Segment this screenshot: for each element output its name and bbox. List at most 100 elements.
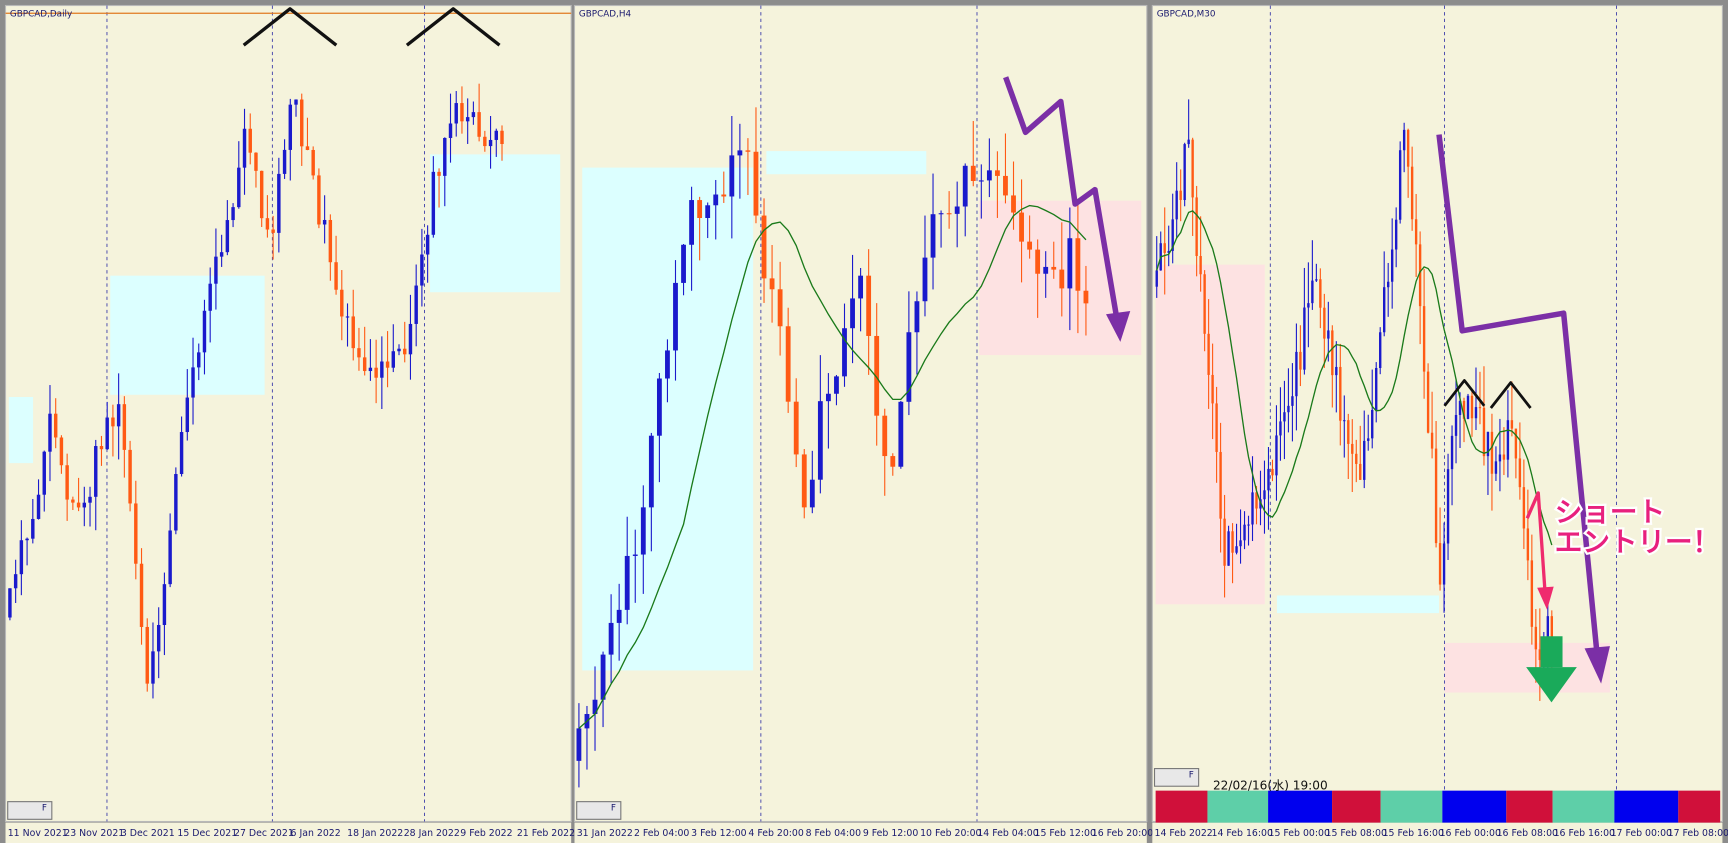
candle-body (1295, 351, 1298, 397)
x-tick-label: 18 Jan 2022 (347, 828, 403, 839)
x-tick-label: 3 Feb 12:00 (691, 828, 746, 839)
candle-body (817, 401, 823, 480)
x-tick-label: 31 Jan 2022 (577, 828, 633, 839)
candle-body (88, 496, 92, 503)
candle-body (94, 446, 98, 497)
candle-body (1043, 266, 1049, 274)
candle-body (1371, 409, 1374, 439)
candle-body (656, 378, 662, 436)
candle-body (930, 214, 936, 258)
x-tick-label: 23 Nov 2021 (64, 828, 124, 839)
candle-body (282, 149, 287, 174)
candle-body (500, 130, 504, 145)
candle-body (1510, 420, 1514, 429)
candle-body (145, 626, 149, 684)
candle-body (785, 326, 791, 402)
toolbar-button: F (1189, 770, 1194, 780)
candle-body (1243, 524, 1246, 541)
candle-body (729, 155, 735, 197)
x-tick-label: 15 Feb 16:00 (1383, 828, 1444, 839)
candle-body (801, 454, 807, 508)
candle-body (1379, 332, 1382, 368)
candle-body (1267, 468, 1270, 491)
candle-body (777, 289, 783, 327)
candle-body (1498, 454, 1502, 462)
candle-body (1442, 543, 1446, 585)
candle-body (769, 278, 775, 290)
candle-body (19, 540, 24, 575)
candle-body (191, 367, 195, 398)
candle-body (825, 393, 831, 402)
candle-body (1398, 150, 1402, 220)
toolbar (7, 801, 53, 820)
arrow-head (1106, 310, 1131, 342)
arrow-head (1584, 646, 1610, 684)
candle-body (1351, 443, 1354, 454)
candle-body (906, 332, 912, 402)
candle-body (1462, 400, 1466, 419)
candle-body (1486, 431, 1490, 457)
candle-body (1438, 543, 1442, 585)
candle-body (362, 357, 367, 372)
x-tick-label: 15 Feb 00:00 (1269, 828, 1330, 839)
candle-body (1215, 403, 1218, 452)
down-arrow (1526, 667, 1577, 703)
candle-body (1383, 287, 1386, 333)
zone (1276, 595, 1440, 614)
arrow-head (1537, 586, 1554, 610)
candle-body (151, 651, 155, 684)
x-tick-label: 17 Feb 08:00 (1668, 828, 1728, 839)
x-tick-label: 3 Dec 2021 (121, 828, 175, 839)
zone (8, 396, 34, 464)
candle-body (600, 654, 606, 700)
candle-body (858, 275, 864, 299)
candle-body (1406, 129, 1410, 167)
candle-body (48, 413, 52, 452)
axis-strip (5, 822, 572, 843)
candle-body (1466, 395, 1470, 419)
candle-body (1402, 129, 1406, 151)
x-tick-label: 14 Feb 16:00 (1212, 828, 1273, 839)
candle-body (1355, 453, 1358, 464)
candle-body (1446, 469, 1450, 544)
candle-body (842, 328, 847, 377)
candle-body (1434, 448, 1438, 544)
candle-body (1311, 280, 1314, 304)
x-tick-label: 16 Feb 08:00 (1497, 828, 1558, 839)
candle-body (214, 256, 218, 284)
candle-body (1083, 290, 1089, 304)
candle-body (1319, 279, 1322, 308)
session-block (1268, 790, 1333, 823)
candle-body (494, 130, 498, 140)
candle-body (1211, 374, 1214, 404)
candle-body (340, 289, 344, 317)
candle-body (1207, 333, 1210, 375)
candle-body (116, 404, 121, 427)
candle-body (1347, 420, 1350, 444)
candle-body (122, 404, 127, 450)
annotation: ショート (1555, 497, 1665, 529)
candle-body (1219, 451, 1222, 519)
candle-body (1167, 250, 1170, 253)
candle-body (36, 494, 41, 519)
candle-body (128, 449, 132, 504)
candle-body (576, 728, 582, 761)
candle-body (1514, 428, 1518, 459)
candle-body (1003, 175, 1008, 196)
candle-body (697, 200, 703, 219)
x-tick-label: 14 Feb 04:00 (977, 828, 1038, 839)
candle-body (431, 171, 436, 235)
candle-body (1203, 274, 1206, 334)
candle-body (1019, 212, 1024, 242)
candle-body (139, 563, 144, 627)
candle-body (1335, 366, 1338, 376)
candle-body (465, 117, 470, 122)
candle-body (454, 103, 458, 124)
candle-body (305, 146, 310, 150)
candle-body (793, 401, 799, 455)
candle-body (1275, 435, 1278, 476)
session-block (1380, 790, 1443, 823)
pattern-arc (1489, 381, 1532, 409)
